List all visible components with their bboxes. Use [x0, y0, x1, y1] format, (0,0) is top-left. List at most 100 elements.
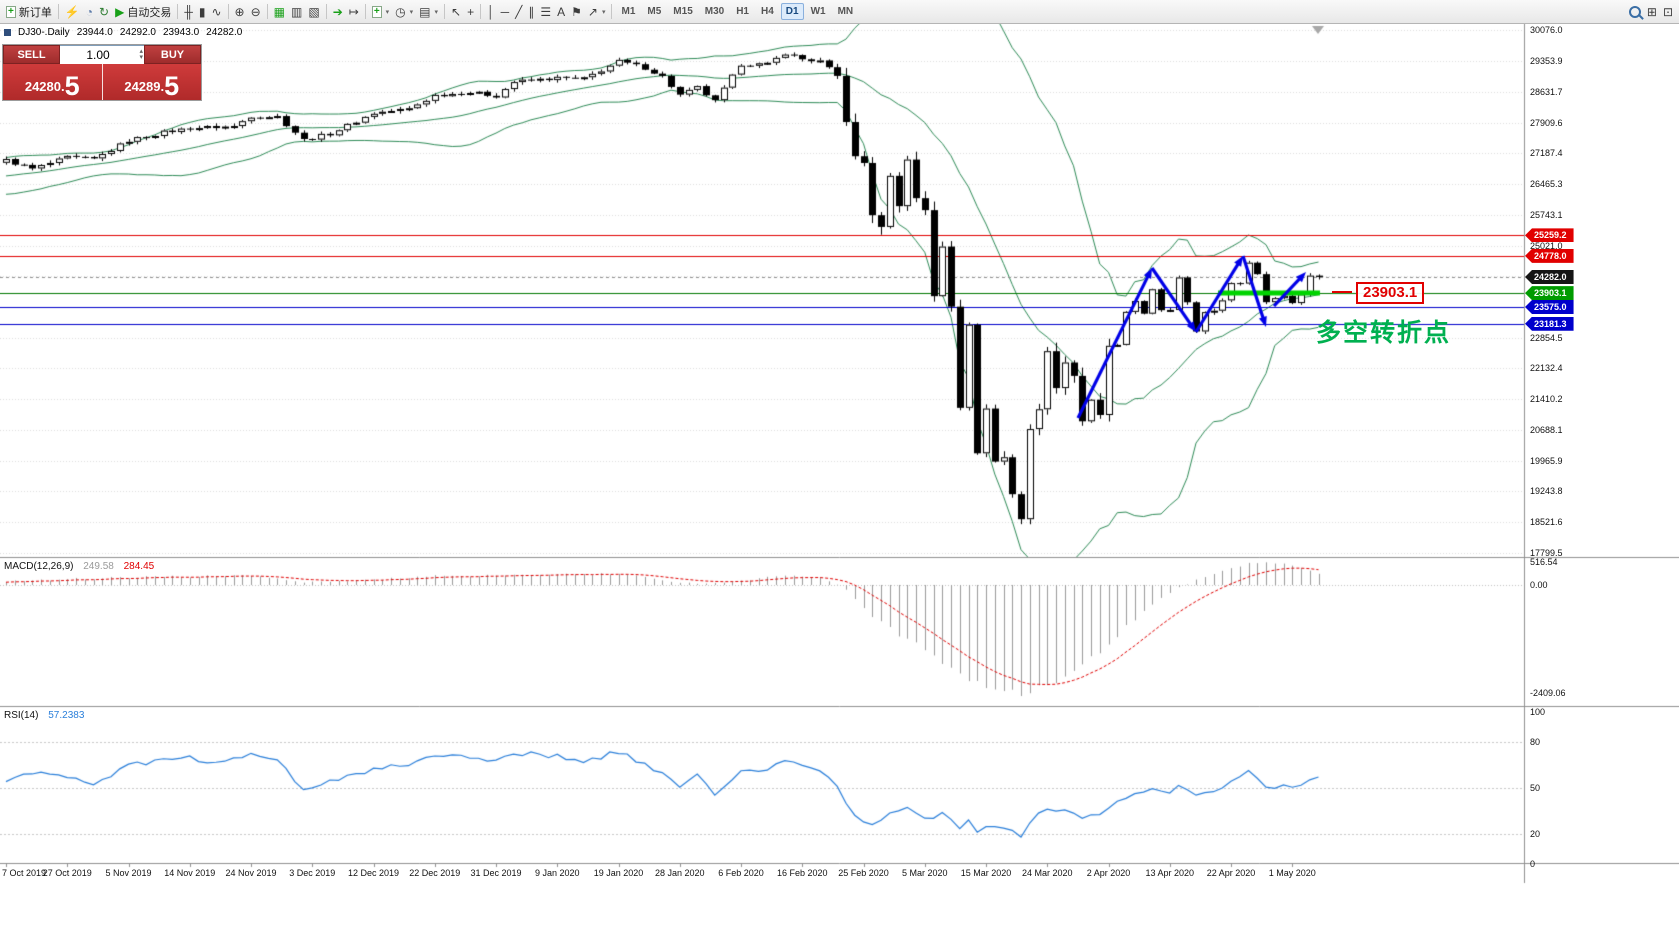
rsi-tick-label: 80 — [1530, 737, 1541, 748]
window-list-icon[interactable]: ⊡ — [1660, 2, 1676, 21]
rsi-indicator-label: RSI(14) 57.2383 — [4, 710, 84, 721]
zoom-in-icon[interactable]: ⊕ — [232, 2, 248, 21]
auto-scroll-icon-glyph: ➔ — [332, 4, 343, 19]
buy-button[interactable]: BUY — [144, 45, 201, 64]
price-tick-label: 29353.9 — [1530, 56, 1563, 67]
grid-icon-glyph: ▦ — [273, 4, 285, 19]
toolbar-separator — [325, 4, 327, 19]
timeframe-m1-button[interactable]: M1 — [621, 6, 636, 17]
price-level-badge: 24778.0 — [1525, 248, 1574, 263]
price-level-badge: 23181.3 — [1525, 316, 1574, 331]
tile-windows-icon[interactable]: ▥ — [288, 2, 305, 21]
date-label: 25 Feb 2020 — [838, 868, 889, 878]
price-tick-label: 27909.6 — [1530, 117, 1563, 128]
date-label: 16 Feb 2020 — [776, 868, 828, 878]
rsi-tick-label: 0 — [1530, 859, 1536, 869]
volume-input[interactable] — [60, 46, 144, 64]
line-chart-icon[interactable]: ∿ — [208, 2, 224, 21]
arrows-button[interactable]: ↗ ▾ — [585, 2, 609, 21]
price-level-badge: 23575.0 — [1525, 300, 1574, 315]
cursor-icon-glyph: ↖ — [451, 4, 462, 19]
date-label: 28 Jan 2020 — [654, 868, 705, 878]
price-level-badge: 25259.2 — [1525, 228, 1574, 243]
date-label: 7 Oct 2019 — [2, 868, 47, 878]
date-label: 3 Dec 2019 — [289, 868, 336, 878]
price-tick-label: 25743.1 — [1530, 209, 1563, 220]
auto-scroll-icon[interactable]: ➔ — [330, 2, 346, 21]
spinner-up-icon[interactable]: ▴ — [139, 47, 143, 55]
timeframe-mn-button[interactable]: MN — [837, 6, 854, 17]
caret-down-icon: ▾ — [601, 8, 606, 16]
price-annotation-label[interactable]: 23903.1 — [1356, 282, 1425, 304]
search-icon[interactable] — [1626, 2, 1644, 21]
window-list-icon-glyph: ⊡ — [1662, 4, 1673, 19]
timeframe-m5-button[interactable]: M5 — [647, 6, 662, 17]
fibonacci-icon-glyph: ☰ — [540, 4, 552, 19]
templates-button-glyph: ▤ — [419, 4, 431, 19]
candlestick-chart-icon[interactable]: ▮ — [196, 2, 209, 21]
new-order-button-glyph: + — [6, 5, 16, 18]
toolbar-right-group: ⊞ ⊡ — [1626, 2, 1676, 21]
chart-shift-icon[interactable]: ↦ — [346, 2, 362, 21]
indicators-button[interactable]: + ▾ — [369, 2, 392, 21]
caret-down-icon: ▾ — [434, 8, 439, 16]
refresh-icon[interactable]: ↻ — [96, 2, 112, 21]
trendline-icon[interactable]: ╱ — [512, 2, 525, 21]
toolbar-separator — [177, 4, 179, 19]
metaeditor-icon[interactable]: ⚡ — [62, 2, 83, 21]
fibonacci-icon[interactable]: ☰ — [537, 2, 554, 21]
price-tick-label: 30076.0 — [1530, 25, 1563, 36]
templates-button[interactable]: ▤ ▾ — [416, 2, 441, 21]
sell-button[interactable]: SELL — [3, 45, 60, 64]
crosshair-icon[interactable]: + — [464, 2, 477, 21]
timeframe-h4-button[interactable]: H4 — [761, 6, 774, 17]
date-axis[interactable]: 7 Oct 2019 27 Oct 2019 5 Nov 2019 14 Nov 20… — [0, 864, 1524, 883]
autotrading-button[interactable]: ▶ 自动交易 — [112, 2, 174, 21]
grid-icon[interactable]: ▦ — [271, 2, 288, 21]
channel-icon[interactable]: ∥ — [525, 2, 537, 21]
buy-price-display[interactable]: 24289. 5 — [102, 64, 201, 100]
spinner-down-icon[interactable]: ▾ — [139, 53, 143, 61]
timeframe-m15-button[interactable]: M15 — [673, 6, 693, 17]
history-center-icon[interactable]: ◔ — [83, 2, 96, 21]
cascade-windows-icon[interactable]: ▧ — [305, 2, 322, 21]
toolbar-separator — [444, 4, 446, 19]
timeframe-m30-button[interactable]: M30 — [704, 6, 725, 17]
text-icon[interactable]: A — [554, 2, 568, 21]
vertical-line-icon[interactable]: │ — [484, 2, 498, 21]
date-label: 5 Mar 2020 — [901, 868, 948, 878]
timeframe-h1-button[interactable]: H1 — [736, 6, 749, 17]
sell-price-main: 24280. — [24, 79, 65, 94]
bar-chart-icon[interactable]: ╫ — [181, 2, 196, 21]
rsi-value: 57.2383 — [48, 710, 85, 721]
zoom-out-icon-glyph: ⊖ — [250, 4, 261, 19]
macd-tick-label: 516.54 — [1530, 556, 1558, 567]
macd-tick-label: 0.00 — [1530, 580, 1548, 590]
bar-chart-icon-glyph: ╫ — [184, 4, 193, 19]
sell-price-display[interactable]: 24280. 5 — [3, 64, 103, 100]
toolbar-separator — [611, 4, 613, 19]
new-order-button[interactable]: + 新订单 — [3, 2, 55, 21]
timeframe-d1-button[interactable]: D1 — [780, 3, 804, 20]
price-scale[interactable]: 30076.0 29353.9 28631.7 27909.6 27187.4 26465… — [1525, 23, 1678, 883]
price-tick-label: 20688.1 — [1530, 424, 1563, 435]
zoom-out-icon[interactable]: ⊖ — [248, 2, 264, 21]
autotrading-button-glyph: ▶ — [115, 4, 125, 19]
horizontal-line-icon[interactable]: ─ — [498, 2, 513, 21]
horizontal-line-icon-glyph: ─ — [500, 4, 510, 19]
periods-button[interactable]: ◷ ▾ — [392, 2, 416, 21]
volume-spinner[interactable]: ▴ ▾ — [139, 46, 143, 63]
new-chart-icon[interactable]: ⊞ — [1644, 2, 1660, 21]
candlestick-chart-icon-glyph: ▮ — [198, 4, 206, 19]
cursor-icon[interactable]: ↖ — [448, 2, 464, 21]
macd-name: MACD(12,26,9) — [4, 561, 74, 572]
label-icon[interactable]: ⚑ — [568, 2, 585, 21]
timeframe-w1-button[interactable]: W1 — [810, 6, 826, 17]
caret-down-icon: ▾ — [385, 8, 390, 16]
tile-windows-icon-glyph: ▥ — [291, 4, 303, 19]
date-label: 6 Feb 2020 — [718, 868, 764, 878]
date-label: 15 Mar 2020 — [960, 868, 1012, 878]
date-label: 1 May 2020 — [1268, 868, 1316, 878]
metaeditor-icon-glyph: ⚡ — [64, 4, 80, 19]
